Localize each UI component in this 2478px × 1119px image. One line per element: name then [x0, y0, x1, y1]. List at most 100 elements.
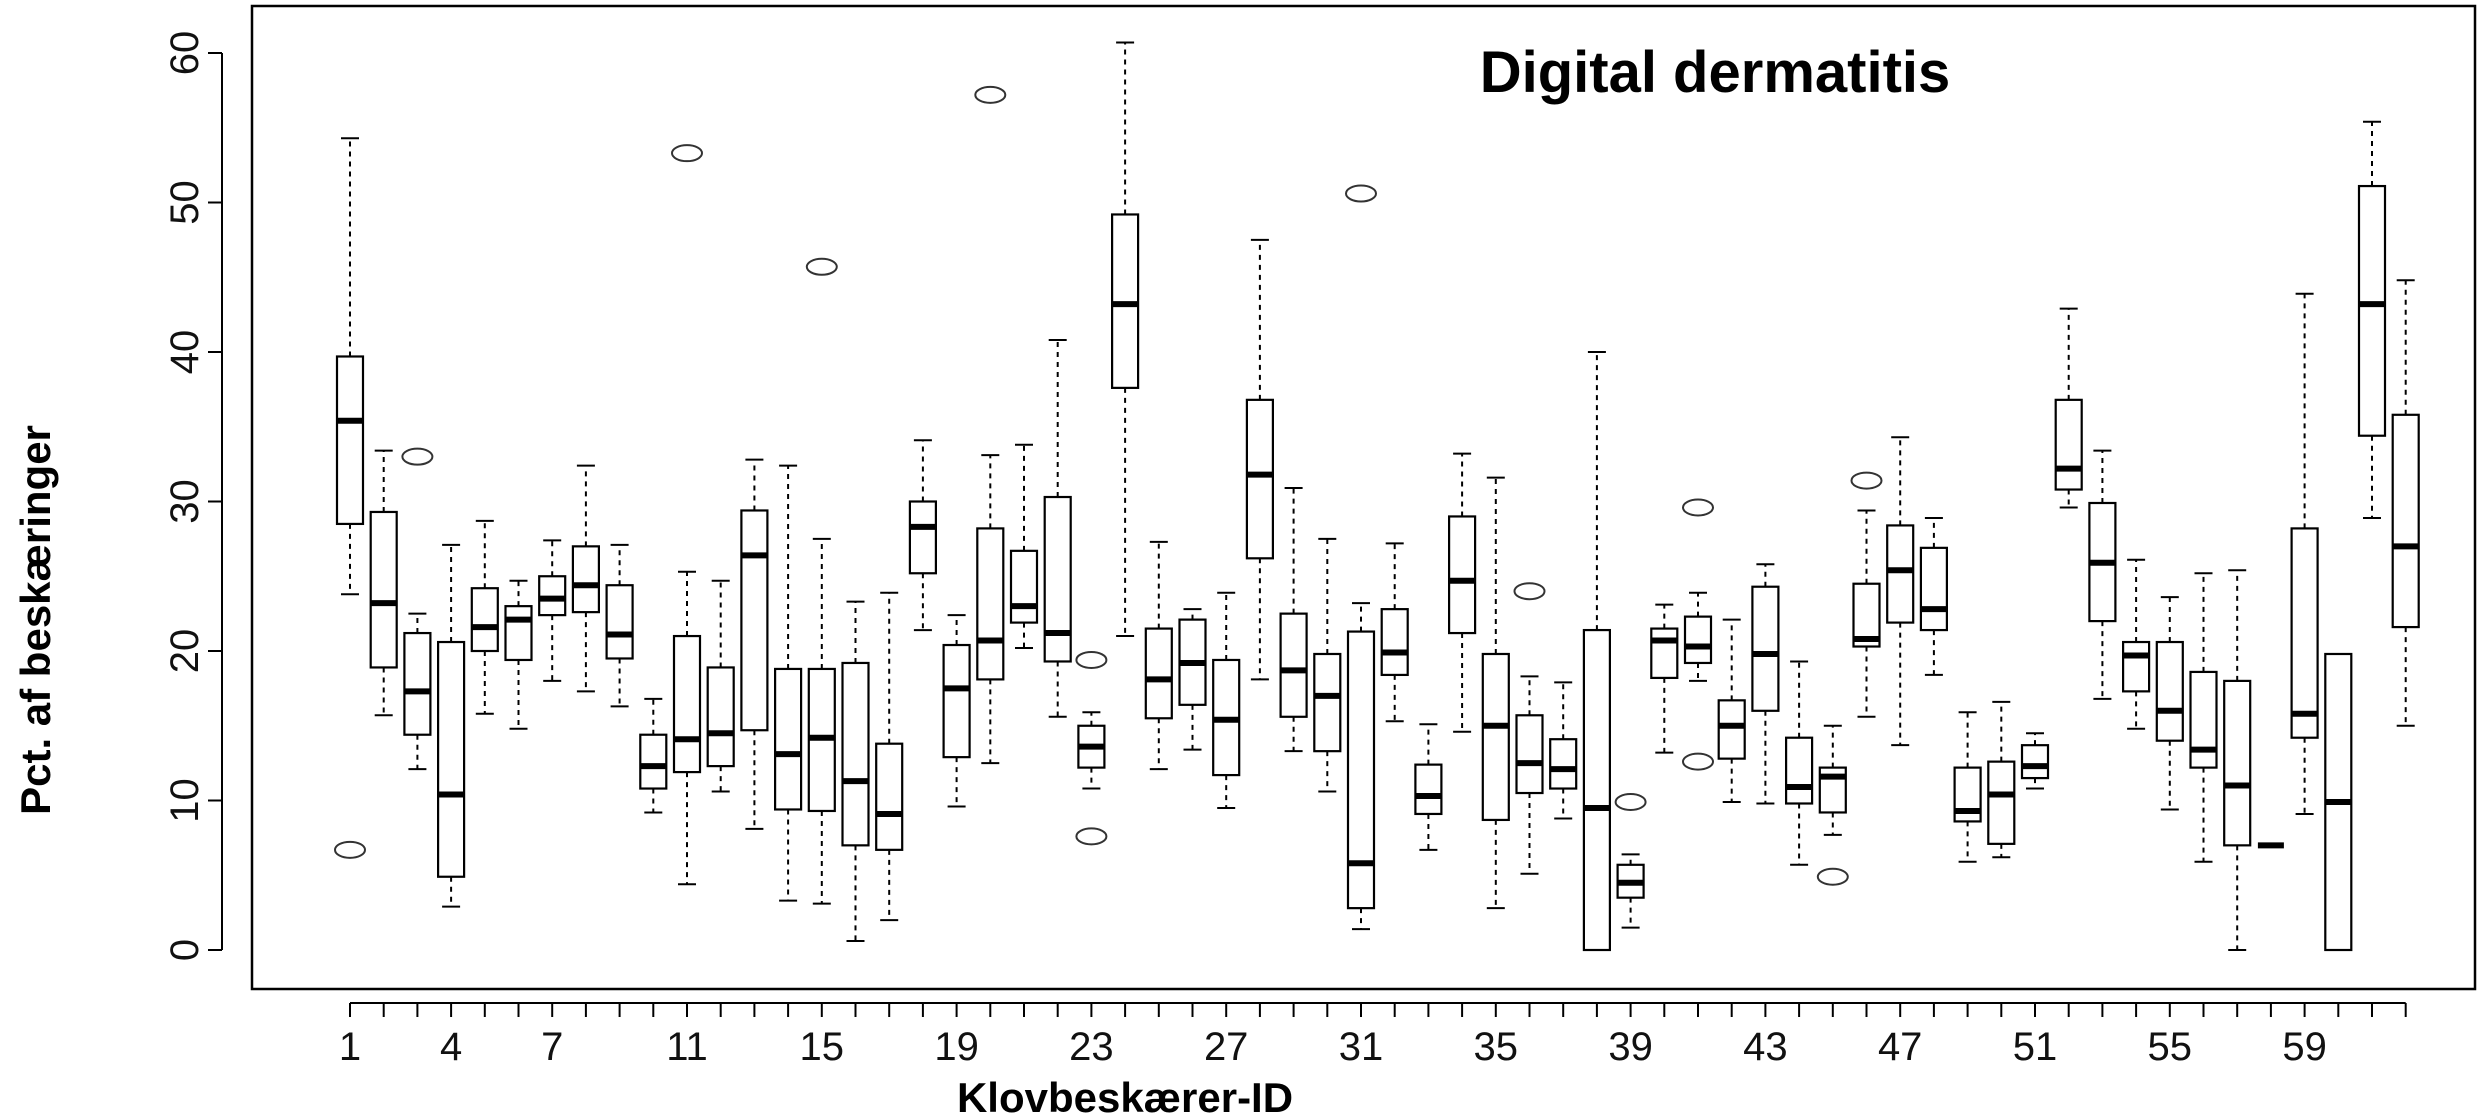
outlier-point [1850, 471, 1883, 490]
x-tick-label: 51 [2013, 1025, 2058, 1069]
box-52 [2054, 307, 2083, 509]
box-22 [1043, 339, 1072, 718]
box-26 [1178, 608, 1207, 751]
box-iqr [1987, 760, 2016, 845]
box-iqr [1380, 608, 1409, 677]
box-54 [2122, 558, 2151, 730]
box-iqr [740, 509, 769, 732]
box-60 [2324, 652, 2353, 952]
box-33 [1414, 723, 1443, 851]
box-48 [1919, 516, 1949, 676]
box-24 [1110, 41, 1140, 638]
box-iqr [437, 640, 466, 878]
x-tick-label: 1 [339, 1025, 361, 1069]
box-iqr [571, 545, 601, 614]
y-axis: 0 10 20 30 40 50 60 [163, 31, 223, 961]
box-iqr [908, 500, 938, 575]
box-iqr [1009, 549, 1039, 624]
box-iqr [1784, 736, 1814, 805]
box-iqr [335, 355, 365, 526]
box-20 [974, 85, 1007, 765]
box-34 [1447, 452, 1477, 733]
box-6 [504, 579, 533, 730]
box-iqr [1515, 714, 1544, 795]
box-11 [671, 144, 703, 886]
box-42 [1717, 618, 1746, 803]
box-39 [1614, 792, 1647, 929]
box-62 [2391, 279, 2420, 727]
box-12 [706, 579, 735, 793]
box-iqr [2357, 184, 2387, 437]
outlier-point [1614, 792, 1647, 811]
box-iqr [976, 527, 1005, 681]
outlier-point [401, 447, 434, 466]
box-iqr [1683, 615, 1713, 665]
box-iqr [875, 742, 904, 851]
outlier-point [671, 144, 703, 163]
outlier-point [1682, 498, 1714, 517]
box-50 [1987, 700, 2016, 859]
box-iqr [2122, 640, 2151, 693]
box-iqr [1447, 515, 1477, 635]
box-40 [1650, 603, 1679, 754]
box-iqr [706, 666, 735, 768]
box-59 [2290, 292, 2319, 815]
box-15 [805, 257, 838, 905]
outlier-point [1075, 827, 1108, 846]
box-3 [401, 447, 434, 771]
x-tick-label: 31 [1339, 1025, 1384, 1069]
x-tick-label: 15 [800, 1025, 845, 1069]
box-iqr [403, 631, 432, 736]
box-1 [334, 137, 366, 859]
box-iqr [1245, 398, 1275, 560]
x-tick-label: 23 [1069, 1025, 1114, 1069]
box-iqr [639, 733, 668, 790]
box-28 [1245, 238, 1275, 681]
box-iqr [1043, 495, 1072, 663]
box-37 [1549, 681, 1578, 820]
box-8 [571, 464, 601, 693]
x-axis-title: Klovbeskærer-ID [957, 1074, 1293, 1119]
outlier-point [1345, 184, 1377, 203]
y-tick-label: 30 [163, 479, 207, 524]
box-46 [1850, 471, 1883, 718]
outlier-point [974, 85, 1007, 104]
box-49 [1953, 711, 1982, 863]
box-iqr [2020, 744, 2050, 780]
box-iqr [504, 605, 533, 662]
x-tick-label: 43 [1743, 1025, 1788, 1069]
box-21 [1009, 443, 1039, 650]
box-iqr [2223, 679, 2252, 847]
chart-title: Digital dermatitis [1480, 40, 1951, 105]
box-iqr [1919, 546, 1949, 632]
x-tick-label: 27 [1204, 1025, 1249, 1069]
box-43 [1751, 563, 1780, 805]
box-iqr [672, 634, 702, 774]
box-2 [369, 449, 398, 717]
x-tick-label: 39 [1608, 1025, 1653, 1069]
box-38 [1582, 351, 1612, 952]
box-iqr [369, 510, 398, 669]
box-14 [773, 464, 803, 902]
y-tick-label: 0 [163, 939, 207, 961]
box-iqr [1346, 630, 1376, 910]
box-iqr [2155, 640, 2184, 742]
box-9 [605, 543, 634, 708]
y-tick-label: 60 [163, 31, 207, 76]
y-tick-label: 40 [163, 330, 207, 375]
box-18 [908, 439, 938, 632]
x-tick-label: 11 [666, 1025, 708, 1069]
box-iqr [1650, 627, 1679, 680]
box-iqr [773, 667, 803, 811]
boxes-layer [334, 41, 2420, 952]
x-tick-label: 4 [440, 1025, 462, 1069]
box-32 [1380, 542, 1409, 723]
x-tick-label: 35 [1474, 1025, 1519, 1069]
outlier-point [1816, 867, 1849, 886]
box-iqr [1481, 652, 1510, 822]
box-25 [1144, 540, 1173, 771]
box-44 [1784, 660, 1814, 866]
outlier-point [1682, 752, 1714, 771]
box-10 [639, 697, 668, 814]
